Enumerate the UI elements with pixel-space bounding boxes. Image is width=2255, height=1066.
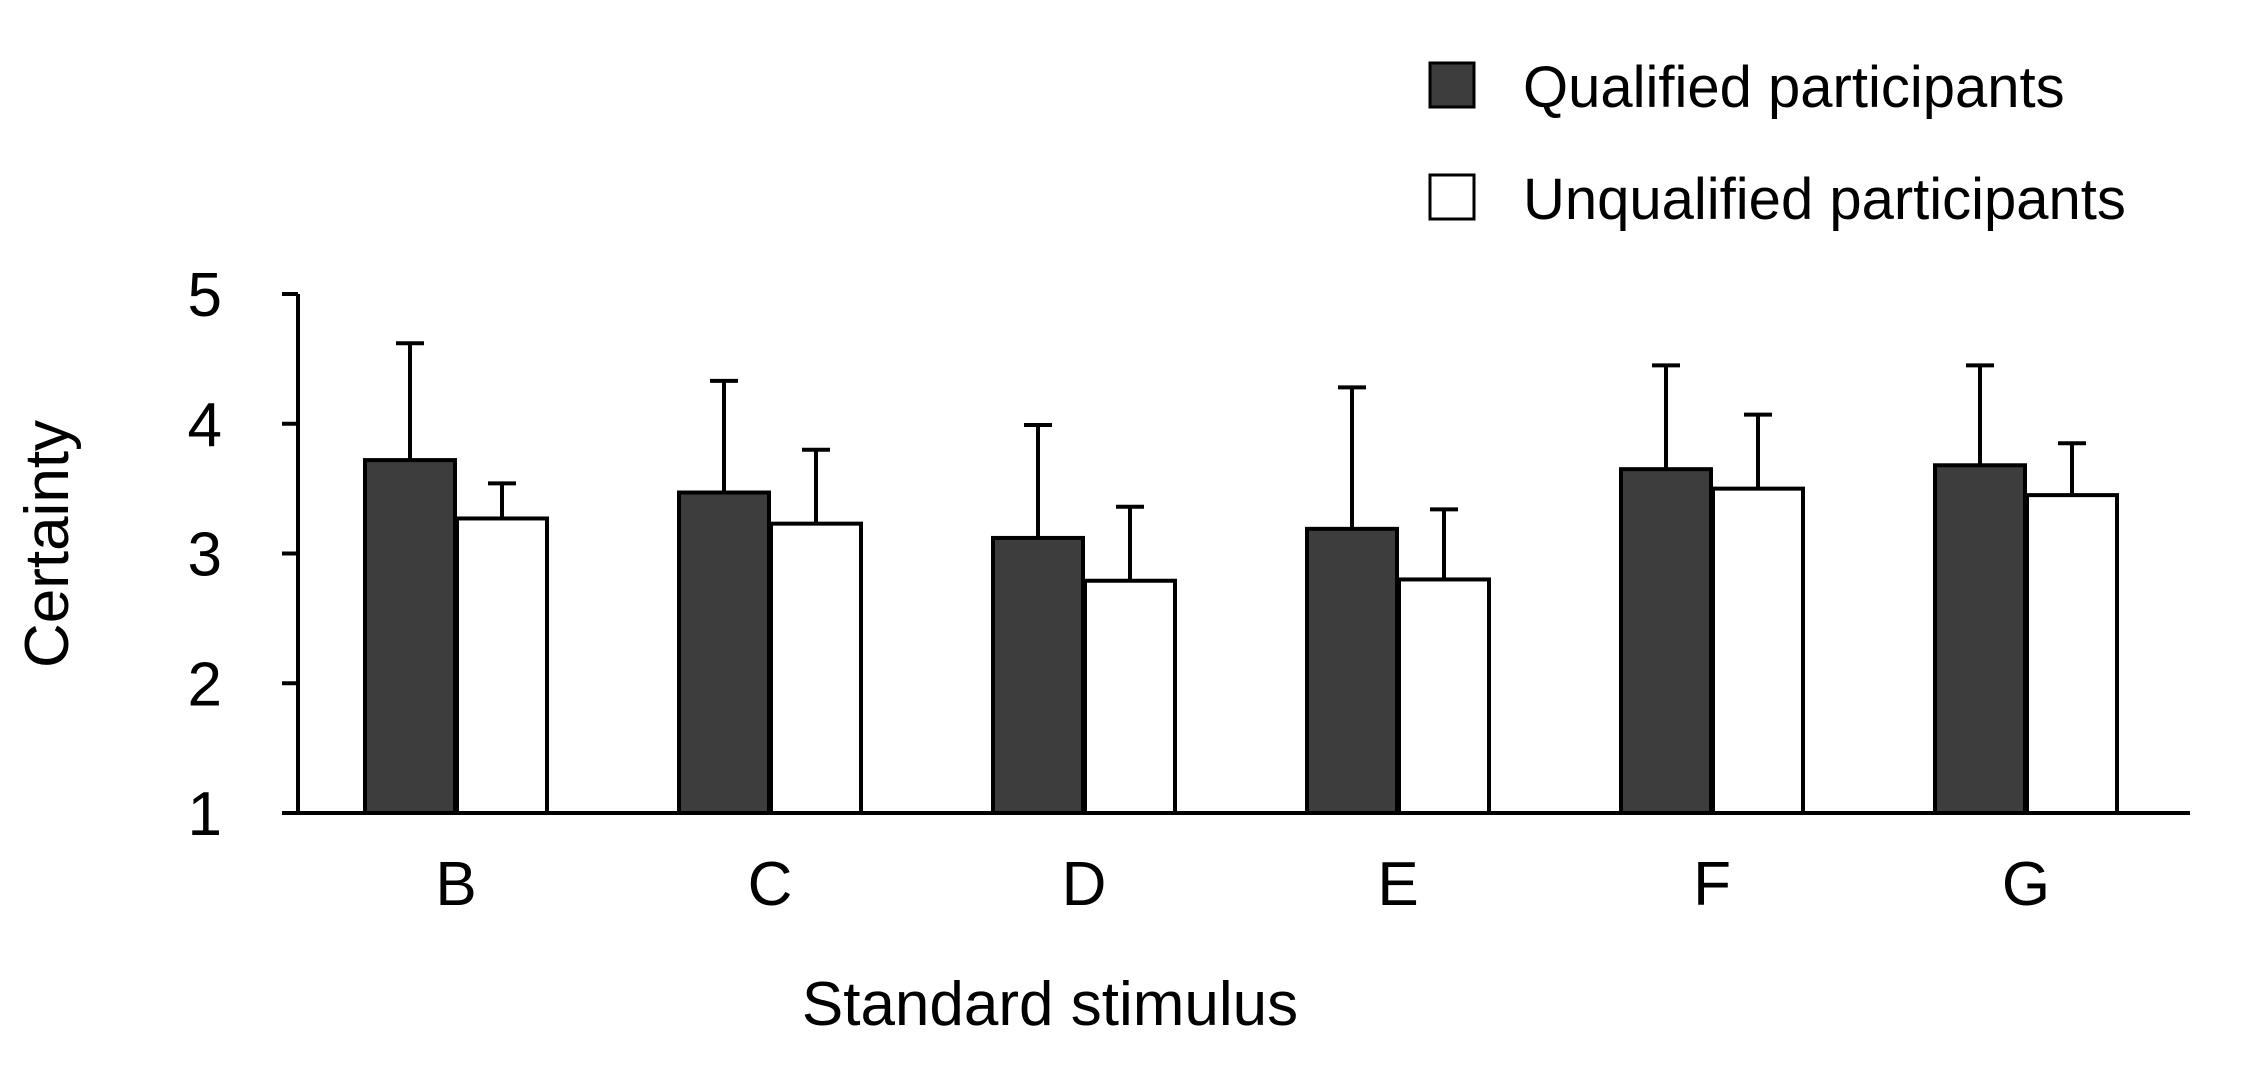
x-tick-label-G: G [2002,850,2050,919]
bar-qualified-C [677,490,771,815]
x-tick-label-F: F [1693,850,1731,919]
bar-unqualified-B [455,516,549,816]
y-tick-label: 5 [188,261,222,330]
y-tick-label: 4 [188,391,222,460]
bar-unqualified-E [1397,577,1491,816]
y-axis-title: Certainty [13,420,82,668]
x-tick-label-B: B [435,850,476,919]
bar-qualified-F [1619,467,1713,815]
x-axis-title: Standard stimulus [802,970,1298,1039]
y-tick-label: 3 [188,521,222,590]
legend-label-qualified: Qualified participants [1523,55,2065,120]
bar-unqualified-D [1083,578,1177,815]
bars-group [363,458,2119,816]
y-tick-label: 2 [188,650,222,719]
bar-unqualified-F [1711,486,1805,815]
bar-qualified-B [363,458,457,815]
legend-swatch-unqualified [1428,173,1476,221]
legend-swatch-qualified [1428,61,1476,109]
x-tick-label-D: D [1062,850,1107,919]
legend-label-unqualified: Unqualified participants [1523,167,2126,232]
error-bars-group [396,341,2086,581]
x-tick-label-E: E [1377,850,1418,919]
axes-group: 1 2 3 4 5 B C D E F G [188,261,2190,919]
bar-qualified-D [991,535,1085,815]
labels-group: Certainty Standard stimulus [13,420,1298,1039]
legend: Qualified participants Unqualified parti… [1428,55,2126,232]
bar-unqualified-C [769,521,863,815]
x-tick-label-C: C [748,850,793,919]
y-tick-label: 1 [188,780,222,849]
bar-unqualified-G [2025,493,2119,815]
bar-qualified-G [1933,463,2027,815]
bar-qualified-E [1305,526,1399,815]
